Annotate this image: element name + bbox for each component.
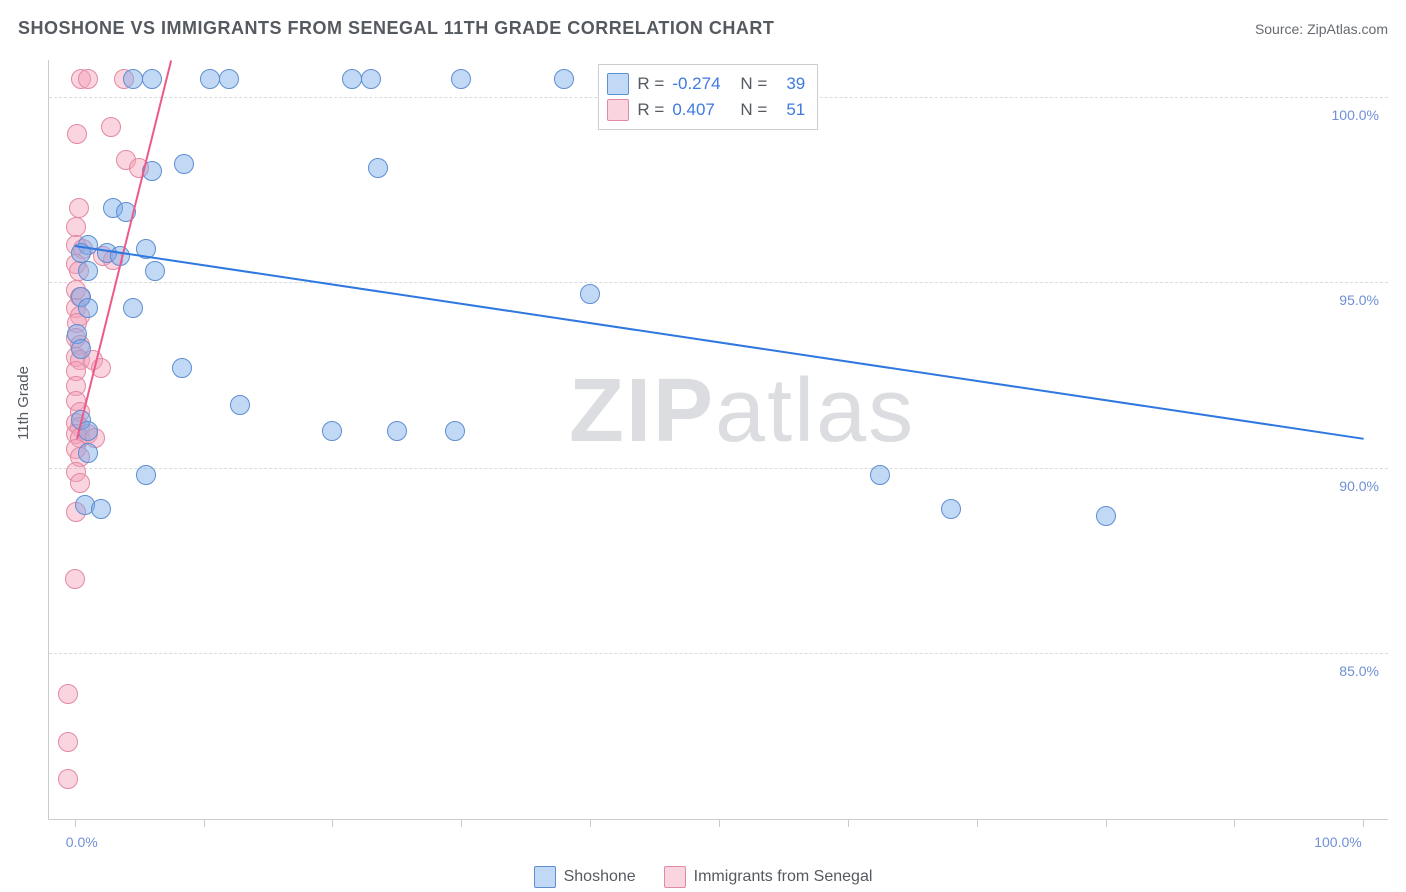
legend-swatch	[534, 866, 556, 888]
legend-item-shoshone: Shoshone	[534, 866, 636, 888]
legend-label: Immigrants from Senegal	[694, 868, 873, 886]
data-point-shoshone	[445, 421, 465, 441]
data-point-senegal	[67, 124, 87, 144]
x-tick	[848, 819, 849, 827]
x-tick	[75, 819, 76, 827]
data-point-senegal	[58, 684, 78, 704]
data-point-senegal	[58, 769, 78, 789]
data-point-shoshone	[142, 69, 162, 89]
data-point-shoshone	[123, 69, 143, 89]
data-point-senegal	[66, 217, 86, 237]
data-point-shoshone	[78, 443, 98, 463]
x-tick	[977, 819, 978, 827]
x-tick	[461, 819, 462, 827]
plot-area: ZIPatlas 85.0% 90.0% 95.0% 100.0% R = -0.274 N…	[48, 60, 1388, 820]
watermark-bold: ZIP	[569, 361, 715, 461]
stat-r-value: 0.407	[672, 100, 732, 120]
stat-n-label: N =	[740, 100, 767, 120]
x-tick	[204, 819, 205, 827]
data-point-senegal	[65, 569, 85, 589]
data-point-senegal	[101, 117, 121, 137]
gridline	[49, 282, 1388, 283]
y-tick-label: 95.0%	[1319, 292, 1379, 308]
gridline	[49, 468, 1388, 469]
data-point-shoshone	[322, 421, 342, 441]
legend-bottom: Shoshone Immigrants from Senegal	[0, 866, 1406, 888]
trendline-shoshone	[75, 245, 1364, 440]
y-axis-title: 11th Grade	[15, 366, 32, 440]
data-point-shoshone	[368, 158, 388, 178]
stat-r-label: R =	[637, 74, 664, 94]
x-tick	[590, 819, 591, 827]
data-point-senegal	[69, 198, 89, 218]
x-tick	[1234, 819, 1235, 827]
x-tick	[332, 819, 333, 827]
stat-n-label: N =	[740, 74, 767, 94]
data-point-shoshone	[451, 69, 471, 89]
source-label: Source: ZipAtlas.com	[1255, 21, 1388, 37]
stat-r-label: R =	[637, 100, 664, 120]
legend-swatch	[607, 99, 629, 121]
y-tick-label: 90.0%	[1319, 478, 1379, 494]
watermark: ZIPatlas	[569, 360, 915, 463]
data-point-shoshone	[91, 499, 111, 519]
data-point-shoshone	[870, 465, 890, 485]
legend-label: Shoshone	[564, 868, 636, 886]
watermark-light: atlas	[715, 361, 915, 461]
data-point-shoshone	[387, 421, 407, 441]
data-point-shoshone	[200, 69, 220, 89]
y-tick-label: 85.0%	[1319, 663, 1379, 679]
data-point-shoshone	[78, 261, 98, 281]
legend-swatch	[607, 73, 629, 95]
y-tick-label: 100.0%	[1319, 107, 1379, 123]
x-tick	[1363, 819, 1364, 827]
stat-n-value: 51	[775, 100, 805, 120]
data-point-shoshone	[219, 69, 239, 89]
data-point-shoshone	[554, 69, 574, 89]
stats-row: R = 0.407 N = 51	[607, 97, 805, 123]
data-point-senegal	[70, 473, 90, 493]
data-point-senegal	[58, 732, 78, 752]
stat-n-value: 39	[775, 74, 805, 94]
data-point-shoshone	[342, 69, 362, 89]
data-point-senegal	[78, 69, 98, 89]
chart-header: SHOSHONE VS IMMIGRANTS FROM SENEGAL 11TH…	[18, 18, 1388, 39]
legend-swatch	[664, 866, 686, 888]
data-point-shoshone	[1096, 506, 1116, 526]
stats-row: R = -0.274 N = 39	[607, 71, 805, 97]
data-point-shoshone	[174, 154, 194, 174]
data-point-shoshone	[361, 69, 381, 89]
chart-title: SHOSHONE VS IMMIGRANTS FROM SENEGAL 11TH…	[18, 18, 774, 39]
stats-box: R = -0.274 N = 39 R = 0.407 N = 51	[598, 64, 818, 130]
legend-item-senegal: Immigrants from Senegal	[664, 866, 873, 888]
data-point-shoshone	[580, 284, 600, 304]
data-point-shoshone	[136, 465, 156, 485]
data-point-shoshone	[172, 358, 192, 378]
data-point-shoshone	[123, 298, 143, 318]
x-tick	[719, 819, 720, 827]
data-point-shoshone	[145, 261, 165, 281]
x-tick	[1106, 819, 1107, 827]
gridline	[49, 653, 1388, 654]
data-point-shoshone	[941, 499, 961, 519]
data-point-shoshone	[230, 395, 250, 415]
data-point-shoshone	[78, 298, 98, 318]
data-point-shoshone	[71, 339, 91, 359]
x-tick-label: 100.0%	[1314, 834, 1361, 850]
x-tick-label: 0.0%	[66, 834, 98, 850]
stat-r-value: -0.274	[672, 74, 732, 94]
